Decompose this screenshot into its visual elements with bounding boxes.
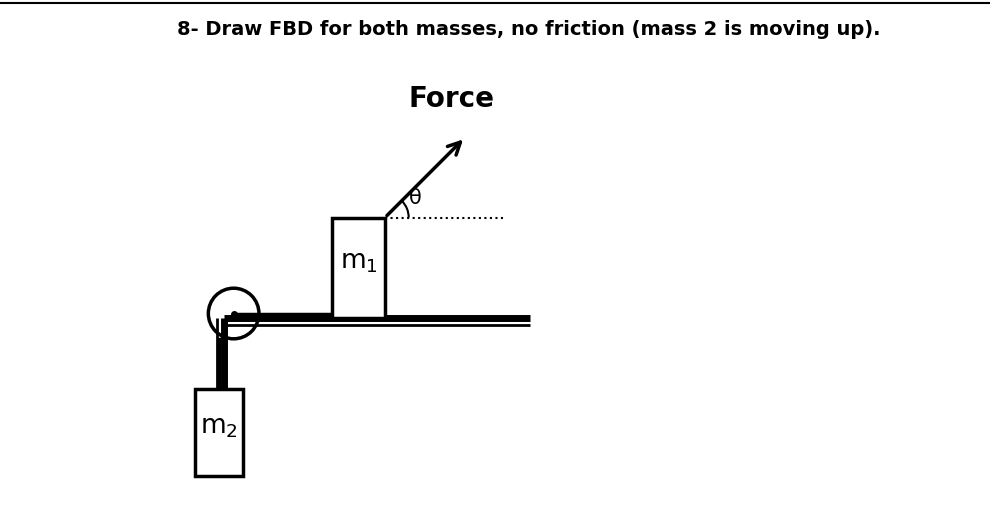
Text: θ: θ xyxy=(409,188,422,208)
Text: Force: Force xyxy=(409,85,495,113)
Text: m$_1$: m$_1$ xyxy=(340,249,377,276)
Text: m$_2$: m$_2$ xyxy=(200,414,238,440)
Bar xyxy=(333,217,385,317)
Text: 8- Draw FBD for both masses, no friction (mass 2 is moving up).: 8- Draw FBD for both masses, no friction… xyxy=(176,20,880,39)
Bar xyxy=(195,389,243,476)
